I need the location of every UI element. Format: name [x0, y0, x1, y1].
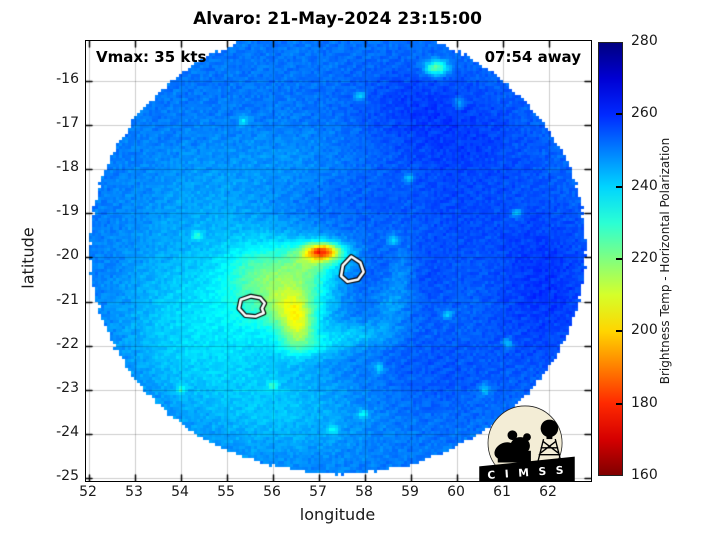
y-tick-label: -16 — [56, 71, 79, 87]
colorbar-tick-mark — [616, 258, 622, 260]
y-tick-label: -19 — [56, 203, 79, 220]
colorbar-tick-label: 160 — [631, 467, 658, 483]
x-tick-label: 52 — [79, 484, 97, 500]
y-tick-label: -17 — [56, 115, 79, 132]
x-tick-label: 53 — [125, 484, 143, 500]
cimss-banner — [479, 456, 575, 481]
x-axis-label: longitude — [299, 505, 376, 524]
x-tick-label: 56 — [263, 484, 281, 500]
water-tower-icon — [537, 419, 562, 463]
colorbar-tick-label: 180 — [631, 394, 658, 411]
colorbar-tick-mark — [616, 113, 622, 116]
colorbar-tick-label: 220 — [631, 250, 658, 266]
x-tick-label: 54 — [171, 484, 189, 500]
y-tick-label: -21 — [56, 291, 79, 308]
y-tick-label: -18 — [56, 159, 79, 176]
x-tick-label: 58 — [355, 484, 373, 500]
cimss-logo: C I M S S — [479, 405, 575, 481]
x-tick-label: 61 — [493, 484, 511, 500]
satellite-dishes-icon — [494, 430, 531, 463]
colorbar-tick-mark — [616, 185, 622, 188]
x-tick-label: 62 — [539, 484, 557, 500]
colorbar-tick-mark — [616, 330, 622, 333]
y-tick-label: -25 — [56, 467, 79, 484]
satellite-swath-image — [86, 41, 591, 481]
time-away-annotation: 07:54 away — [484, 48, 581, 66]
y-axis-label: latitude — [18, 227, 38, 289]
vmax-annotation: Vmax: 35 kts — [96, 48, 207, 66]
x-tick-label: 59 — [401, 484, 419, 500]
colorbar-tick-mark — [616, 402, 622, 405]
y-tick-label: -23 — [56, 379, 79, 396]
x-tick-label: 57 — [309, 484, 327, 500]
x-tick-label: 55 — [217, 484, 235, 500]
plot-area: Vmax: 35 kts 07:54 away C I M S S — [85, 40, 592, 482]
cimss-banner-text: C I M S S — [487, 463, 567, 481]
colorbar-tick-label: 240 — [631, 177, 658, 194]
y-tick-label: -24 — [56, 423, 79, 440]
y-tick-label: -22 — [56, 335, 79, 352]
colorbar-tick-label: 200 — [631, 322, 658, 339]
colorbar-tick-label: 280 — [631, 33, 658, 49]
x-tick-label: 60 — [447, 484, 465, 500]
colorbar-label: Brightness Temp - Horizontal Polarizatio… — [658, 137, 672, 385]
y-tick-label: -20 — [56, 247, 79, 264]
colorbar-tick-label: 260 — [631, 105, 658, 122]
plot-title: Alvaro: 21-May-2024 23:15:00 — [193, 9, 482, 29]
